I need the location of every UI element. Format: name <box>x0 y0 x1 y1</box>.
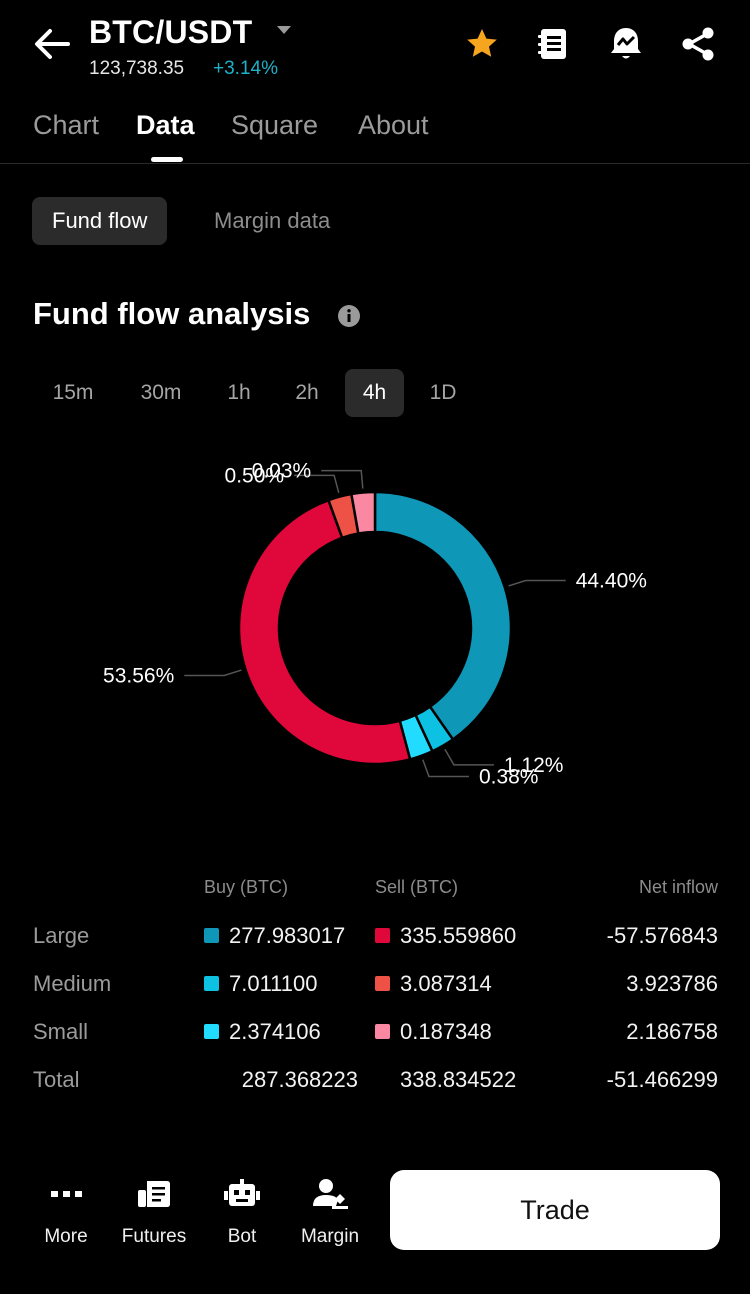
legend-swatch-small-sell <box>375 1024 390 1039</box>
active-tab-indicator <box>151 157 183 162</box>
legend-swatch-small-buy <box>204 1024 219 1039</box>
interval-4h[interactable]: 4h <box>345 369 404 417</box>
last-price: 123,738.35 <box>89 58 185 79</box>
slice-label-medium-buy: 1.12% <box>504 754 564 777</box>
margin-icon <box>313 1179 348 1209</box>
chevron-down-icon[interactable] <box>277 26 291 34</box>
nav-margin-label: Margin <box>300 1226 360 1247</box>
tab-about[interactable]: About <box>358 110 429 140</box>
cell-medium-buy: 7.011100 <box>229 971 318 996</box>
nav-more-label: More <box>44 1226 88 1247</box>
slice-label-large-buy: 44.40% <box>576 570 647 593</box>
cell-small-net: 2.186758 <box>626 1019 718 1044</box>
cell-small-buy: 2.374106 <box>229 1019 321 1044</box>
legend-swatch-medium-buy <box>204 976 219 991</box>
bot-icon <box>224 1179 260 1206</box>
share-icon[interactable] <box>680 24 716 64</box>
cell-small-sell: 0.187348 <box>400 1019 492 1044</box>
leader-line-large-buy <box>508 579 566 587</box>
slice-large-sell <box>237 498 412 766</box>
leader-line-medium-buy <box>444 748 494 766</box>
row-label-small: Small <box>33 1019 89 1044</box>
futures-icon <box>138 1181 170 1207</box>
interval-1h[interactable]: 1h <box>227 381 251 404</box>
trade-button[interactable]: Trade <box>390 1170 720 1250</box>
legend-swatch-medium-sell <box>375 976 390 991</box>
subtab-margin-data[interactable]: Margin data <box>214 208 331 233</box>
nav-futures[interactable]: Futures <box>109 1176 199 1248</box>
nav-futures-label: Futures <box>121 1226 187 1247</box>
header-buy: Buy (BTC) <box>204 877 289 897</box>
leader-line-large-sell <box>184 669 242 677</box>
slice-label-small-sell: 0.03% <box>252 460 312 483</box>
legend-swatch-large-sell <box>375 928 390 943</box>
row-label-medium: Medium <box>33 971 112 996</box>
slice-label-small-buy: 0.38% <box>479 766 539 789</box>
cell-large-buy: 277.983017 <box>229 923 346 948</box>
nav-margin[interactable]: Margin <box>285 1176 375 1248</box>
trading-pair-title[interactable]: BTC/USDT <box>89 14 253 50</box>
section-title: Fund flow analysis <box>33 296 311 331</box>
tab-data[interactable]: Data <box>136 110 195 140</box>
cell-medium-net: 3.923786 <box>626 971 718 996</box>
cell-total-buy: 287.368223 <box>241 1067 358 1092</box>
alert-bell-icon[interactable] <box>608 24 644 64</box>
fund-flow-donut-chart: 44.40% 1.12%0.38% 53.56% 0.50%0.03% <box>103 460 647 789</box>
tab-square[interactable]: Square <box>231 110 319 140</box>
nav-bot[interactable]: Bot <box>197 1176 287 1248</box>
tab-divider <box>0 163 750 164</box>
slice-large-buy <box>373 490 513 742</box>
interval-2h[interactable]: 2h <box>295 381 319 404</box>
leader-line-small-buy <box>422 759 469 778</box>
back-arrow-icon[interactable] <box>32 26 72 62</box>
notebook-icon[interactable] <box>536 24 572 64</box>
more-dots-icon <box>51 1191 82 1197</box>
cell-large-sell: 335.559860 <box>400 923 517 948</box>
nav-bot-label: Bot <box>227 1226 257 1247</box>
nav-more[interactable]: More <box>21 1176 111 1248</box>
cell-medium-sell: 3.087314 <box>400 971 492 996</box>
interval-1d[interactable]: 1D <box>429 381 457 404</box>
leader-line-medium-sell <box>294 474 340 493</box>
header-net-inflow: Net inflow <box>638 877 718 897</box>
cell-total-sell: 338.834522 <box>400 1067 517 1092</box>
tab-chart[interactable]: Chart <box>33 110 100 140</box>
price-change: +3.14% <box>213 58 278 79</box>
cell-total-net: -51.466299 <box>606 1067 718 1092</box>
subtab-fund-flow[interactable]: Fund flow <box>32 197 168 245</box>
slice-label-medium-sell: 0.50% <box>225 464 285 487</box>
row-label-large: Large <box>33 923 90 948</box>
star-icon[interactable] <box>464 24 500 64</box>
interval-15m[interactable]: 15m <box>52 381 94 404</box>
slice-label-large-sell: 53.56% <box>103 664 174 687</box>
info-icon[interactable] <box>337 304 361 328</box>
slice-small-sell <box>349 490 377 535</box>
cell-large-net: -57.576843 <box>606 923 718 948</box>
header-sell: Sell (BTC) <box>375 877 459 897</box>
legend-swatch-large-buy <box>204 928 219 943</box>
leader-line-small-sell <box>321 469 364 489</box>
interval-30m[interactable]: 30m <box>140 381 182 404</box>
row-label-total: Total <box>33 1067 80 1092</box>
